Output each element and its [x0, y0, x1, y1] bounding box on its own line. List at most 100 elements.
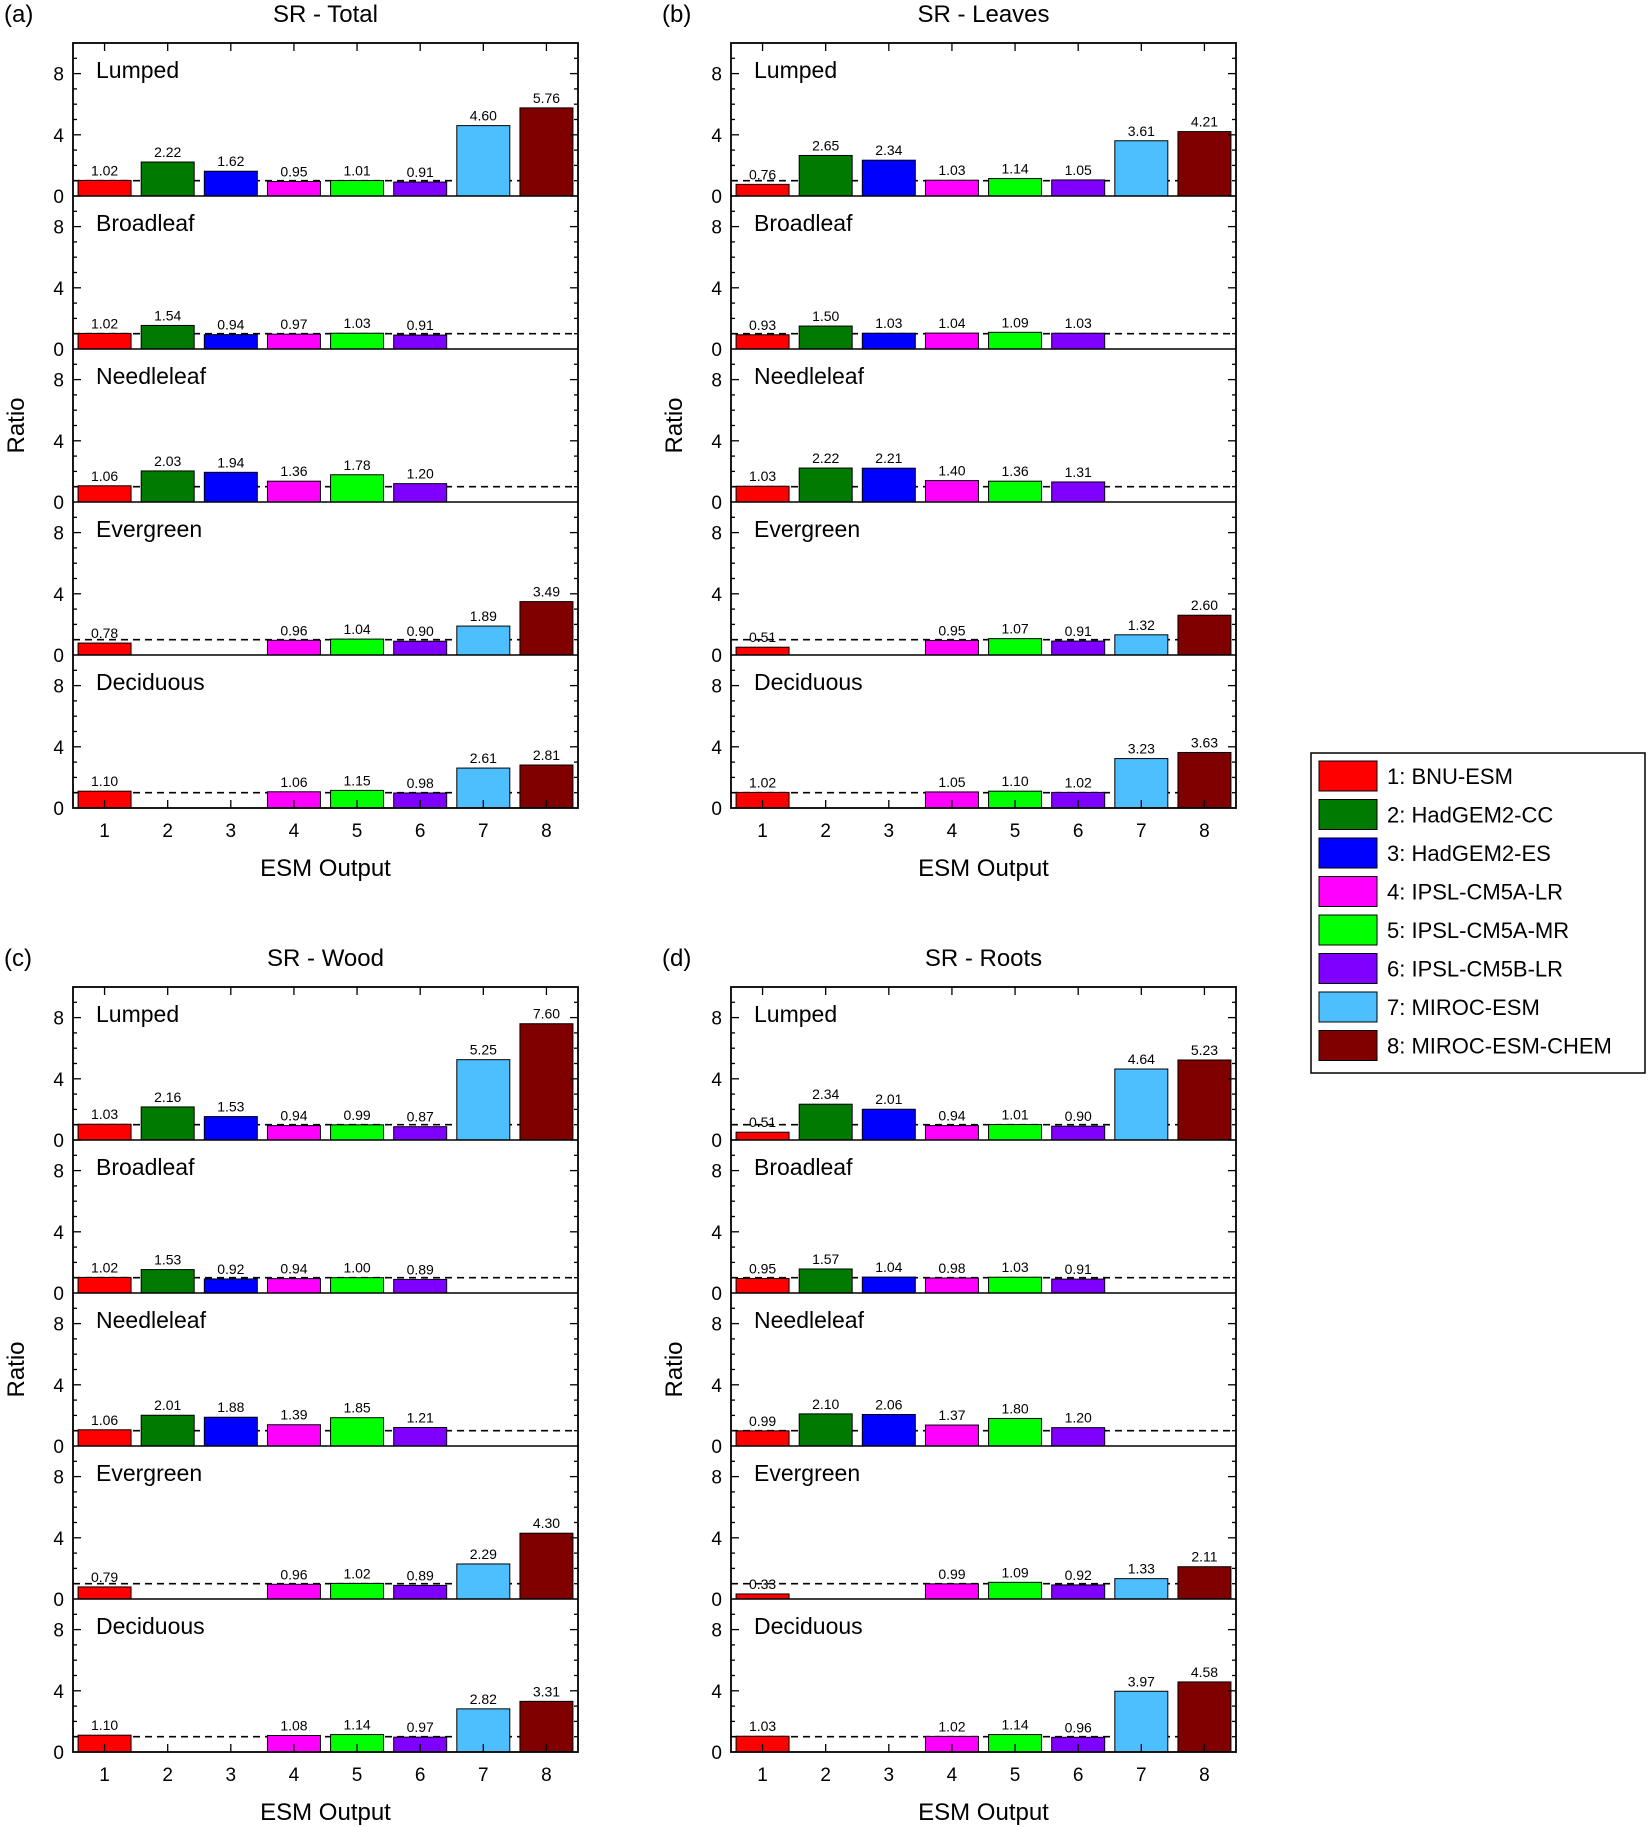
x-tick-label: 5	[1010, 1765, 1021, 1786]
bar-lumped-3	[861, 1108, 916, 1141]
value-label: 2.82	[470, 1691, 497, 1707]
subplot-deciduous: 1.02 1.05 1.10 1.02 3.23 3.63 Deciduous 0 4 8	[711, 654, 1236, 820]
subplot-label: Needleleaf	[96, 363, 207, 389]
bar-needleleaf-6	[393, 1426, 448, 1447]
x-tick-label: 4	[947, 821, 958, 842]
bar-lumped-8	[519, 1023, 574, 1141]
value-label: 2.22	[812, 450, 839, 466]
bar-broadleaf-5	[988, 1276, 1043, 1294]
value-label: 1.02	[91, 315, 118, 331]
y-tick-label: 4	[53, 279, 64, 300]
value-label: 1.10	[91, 1717, 118, 1733]
y-axis-title: Ratio	[661, 397, 688, 453]
subplot-label: Evergreen	[754, 1460, 860, 1486]
y-tick-label: 8	[711, 218, 722, 239]
x-tick-label: 6	[1073, 1765, 1084, 1786]
value-label: 1.10	[91, 773, 118, 789]
subplot-deciduous: 1.10 1.06 1.15 0.98 2.61 2.81 Deciduous 0 4 8	[53, 654, 578, 820]
bar-evergreen-4	[266, 639, 321, 656]
value-label: 1.06	[91, 468, 118, 484]
bar-needleleaf-6	[393, 483, 448, 503]
bar-evergreen-4	[924, 1583, 979, 1600]
subplot-broadleaf: 0.93 1.50 1.03 1.04 1.09 1.03 Broadleaf 0 4 8	[711, 195, 1236, 361]
value-label: 0.90	[407, 623, 434, 639]
value-label: 3.97	[1128, 1673, 1155, 1689]
value-label: 1.03	[91, 1106, 118, 1122]
subplot-label: Lumped	[96, 1001, 179, 1027]
panel-title: SR - Roots	[925, 945, 1042, 972]
y-tick-label: 0	[711, 340, 722, 361]
subplot-label: Needleleaf	[754, 363, 865, 389]
y-tick-label: 0	[711, 799, 722, 820]
bar-lumped-6	[1051, 179, 1106, 197]
value-label: 2.01	[875, 1091, 902, 1107]
value-label: 1.03	[938, 162, 965, 178]
bar-needleleaf-5	[988, 480, 1043, 503]
y-tick-label: 0	[53, 187, 64, 208]
bar-broadleaf-1	[77, 1276, 132, 1294]
value-label: 1.33	[1128, 1561, 1155, 1577]
value-label: 1.02	[938, 1718, 965, 1734]
bar-lumped-3	[861, 159, 916, 197]
bar-broadleaf-5	[330, 1277, 385, 1294]
value-label: 5.76	[533, 90, 560, 106]
subplot-label: Lumped	[754, 57, 837, 83]
bar-broadleaf-6	[393, 334, 448, 350]
y-tick-label: 0	[711, 1284, 722, 1305]
y-tick-label: 0	[53, 1131, 64, 1152]
bar-evergreen-8	[1177, 614, 1232, 656]
x-tick-label: 6	[415, 821, 426, 842]
bar-evergreen-5	[330, 638, 385, 656]
y-tick-label: 8	[53, 1162, 64, 1183]
value-label: 0.94	[280, 1108, 307, 1124]
bar-broadleaf-5	[330, 332, 385, 350]
subplot-label: Broadleaf	[754, 1154, 853, 1180]
bar-deciduous-8	[519, 1700, 574, 1753]
x-tick-label: 2	[820, 821, 831, 842]
value-label: 0.98	[407, 775, 434, 791]
subplot-label: Evergreen	[96, 516, 202, 542]
y-tick-label: 4	[53, 1070, 64, 1091]
x-tick-label: 1	[757, 1765, 768, 1786]
y-tick-label: 8	[711, 1468, 722, 1489]
value-label: 0.91	[1065, 1261, 1092, 1277]
y-tick-label: 4	[711, 1529, 722, 1550]
value-label: 0.95	[938, 622, 965, 638]
bar-broadleaf-2	[798, 1268, 853, 1294]
legend-swatch-2	[1318, 799, 1378, 830]
bar-evergreen-6	[393, 1584, 448, 1600]
y-tick-label: 8	[711, 524, 722, 545]
legend-label: 7: MIROC-ESM	[1387, 995, 1540, 1020]
value-label: 1.09	[1001, 1564, 1028, 1580]
value-label: 1.78	[343, 457, 370, 473]
value-label: 1.53	[217, 1099, 244, 1115]
y-tick-label: 0	[53, 1284, 64, 1305]
y-tick-label: 8	[53, 524, 64, 545]
bar-needleleaf-2	[140, 470, 195, 503]
value-label: 0.91	[407, 164, 434, 180]
bar-lumped-8	[1177, 1059, 1232, 1141]
legend-swatch-4	[1318, 876, 1378, 907]
bar-evergreen-1	[77, 1586, 132, 1600]
legend-label: 3: HadGEM2-ES	[1387, 841, 1551, 866]
bar-evergreen-7	[1114, 1578, 1169, 1600]
legend-label: 1: BNU-ESM	[1387, 764, 1513, 789]
legend: 1: BNU-ESM 2: HadGEM2-CC 3: HadGEM2-ES 4: I…	[1310, 752, 1646, 1074]
y-tick-label: 4	[53, 1223, 64, 1244]
bar-lumped-5	[330, 1124, 385, 1141]
x-tick-label: 1	[757, 821, 768, 842]
y-tick-label: 8	[711, 371, 722, 392]
value-label: 1.03	[749, 468, 776, 484]
y-tick-label: 0	[53, 799, 64, 820]
y-tick-label: 0	[711, 187, 722, 208]
value-label: 2.16	[154, 1089, 181, 1105]
bar-evergreen-1	[735, 646, 790, 656]
value-label: 1.40	[938, 463, 965, 479]
legend-swatch-8	[1318, 1030, 1378, 1061]
bar-broadleaf-3	[203, 1278, 258, 1294]
x-tick-label: 3	[884, 821, 895, 842]
panel-label: (c)	[4, 945, 32, 972]
x-tick-label: 3	[226, 821, 237, 842]
bar-needleleaf-2	[798, 1413, 853, 1447]
